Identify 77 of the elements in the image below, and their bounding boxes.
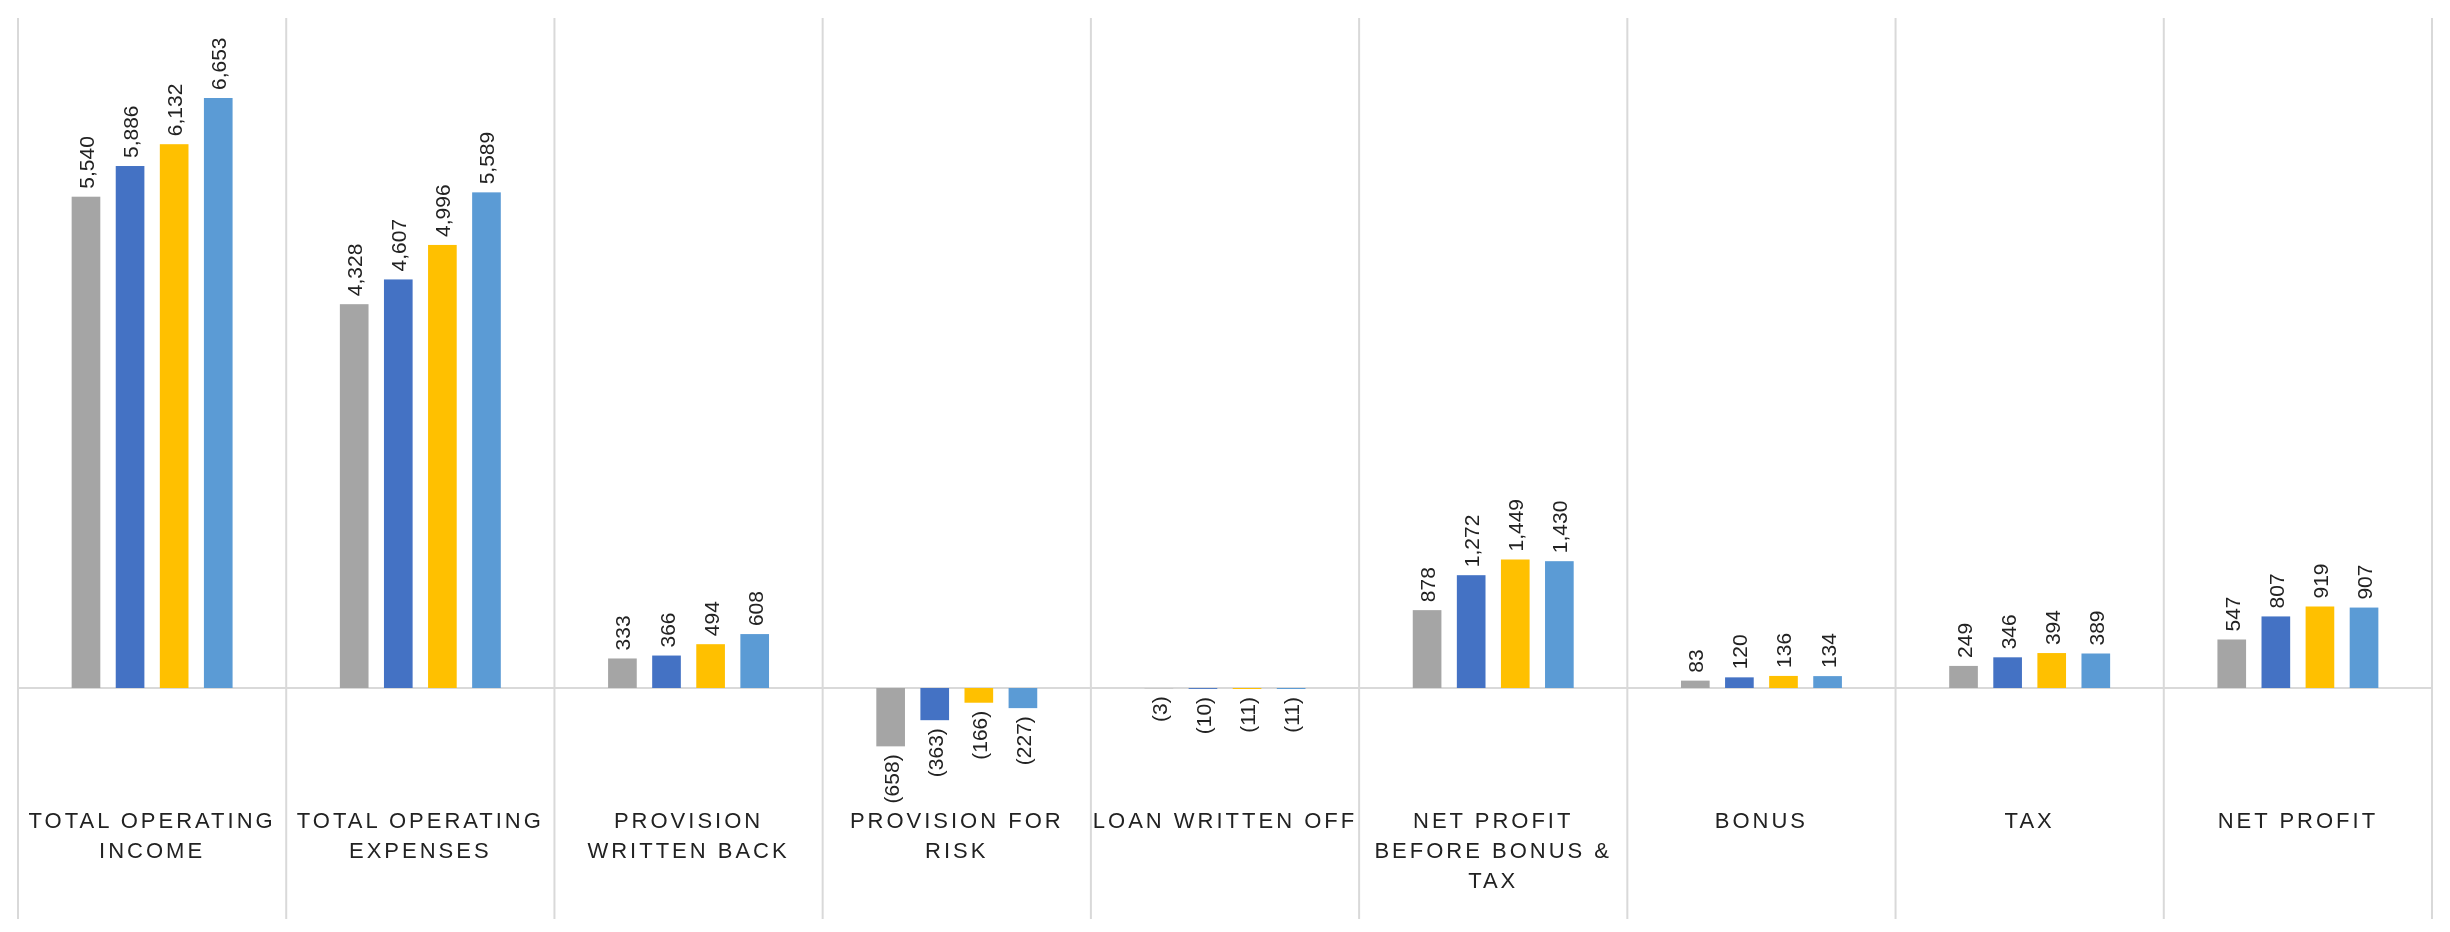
data-label: 1,272 <box>1460 514 1484 568</box>
bar <box>964 688 994 703</box>
data-label: (363) <box>923 728 947 778</box>
data-label: 4,607 <box>387 218 411 272</box>
bar <box>1725 677 1754 688</box>
data-label: 249 <box>1952 622 1976 658</box>
bar <box>2305 606 2335 688</box>
bar <box>1545 561 1574 688</box>
bar <box>71 196 101 688</box>
data-label: (658) <box>879 754 903 804</box>
data-label: 366 <box>655 612 679 648</box>
bar <box>652 655 681 688</box>
bar <box>696 644 725 688</box>
x-tick-label: LOAN WRITTEN OFF <box>1092 808 1358 833</box>
bar <box>115 166 145 688</box>
bar <box>203 98 233 688</box>
data-label: 346 <box>1996 614 2020 650</box>
x-tick-label: NET PROFIT BEFORE BONUS & TAX <box>1374 808 1613 893</box>
bar <box>339 304 369 688</box>
bar <box>1680 680 1710 688</box>
data-label: (11) <box>1280 696 1304 733</box>
bar <box>1993 657 2022 688</box>
data-label: 333 <box>611 615 635 651</box>
data-label: 807 <box>2264 573 2288 609</box>
bar <box>920 688 950 721</box>
bar <box>383 279 413 688</box>
data-label: 4,328 <box>343 243 367 297</box>
bar <box>1949 665 1978 688</box>
data-label: 878 <box>1416 567 1440 603</box>
data-label: 5,540 <box>74 136 98 189</box>
x-tick-label: TOTAL OPERATING EXPENSES <box>296 808 544 863</box>
data-label: 394 <box>2040 609 2064 646</box>
data-label: 907 <box>2353 564 2377 600</box>
data-label: (10) <box>1191 696 1215 735</box>
bar <box>428 244 457 688</box>
data-label: 5,886 <box>119 105 143 159</box>
data-label: 1,430 <box>1548 500 1572 554</box>
bar <box>2261 616 2291 688</box>
x-tick-label: NET PROFIT <box>2217 808 2379 833</box>
data-label: 6,132 <box>163 83 187 137</box>
bar <box>1769 675 1798 688</box>
bar <box>2217 639 2247 688</box>
data-label: 4,996 <box>431 184 455 237</box>
bar <box>1456 575 1486 688</box>
x-tick-label: PROVISION FOR RISK <box>849 808 1064 863</box>
bar <box>2037 653 2067 688</box>
data-label: 134 <box>1816 632 1840 669</box>
data-label: 83 <box>1684 649 1708 673</box>
bar <box>2081 653 2111 688</box>
bar <box>1008 688 1038 709</box>
bar <box>1500 559 1530 688</box>
bar <box>1813 676 1842 688</box>
data-label: 547 <box>2220 596 2244 632</box>
bar <box>608 658 637 688</box>
data-label: 1,449 <box>1504 498 1528 552</box>
data-label: 120 <box>1728 634 1752 670</box>
data-label: (166) <box>967 710 991 760</box>
bar <box>472 192 501 688</box>
bar <box>876 688 905 747</box>
x-tick-label: BONUS <box>1714 808 1809 833</box>
data-label: 5,589 <box>475 131 499 185</box>
data-label: 6,653 <box>207 37 231 90</box>
data-label: (227) <box>1011 716 1035 766</box>
bar <box>2349 607 2379 688</box>
x-tick-label: TOTAL OPERATING INCOME <box>28 808 276 863</box>
bar <box>1412 610 1442 688</box>
data-label: 389 <box>2084 610 2108 646</box>
data-label: (3) <box>1147 696 1171 722</box>
x-tick-label: PROVISION WRITTEN BACK <box>587 808 790 863</box>
x-tick-label: TAX <box>2004 808 2055 833</box>
bar <box>159 144 189 688</box>
data-label: 494 <box>699 600 723 637</box>
data-label: 608 <box>743 591 767 627</box>
data-label: 136 <box>1772 632 1796 668</box>
data-label: 919 <box>2308 563 2332 599</box>
data-label: (11) <box>1236 696 1260 733</box>
bar <box>740 634 770 688</box>
